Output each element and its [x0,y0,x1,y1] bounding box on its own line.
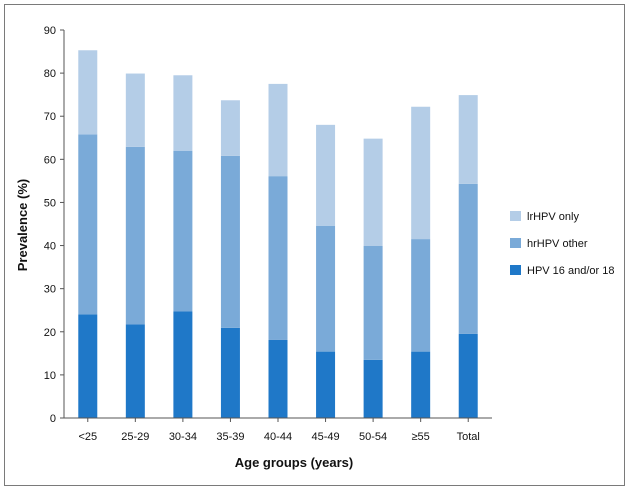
bar-segment-25-29-1 [125,146,145,325]
bar-segment-50-54-2 [363,138,383,246]
bar-segment-25-29-2 [125,73,145,147]
bar-segment-45-49-0 [316,351,336,418]
y-axis-title: Prevalence (%) [15,179,30,272]
bar-segment-30-34-0 [173,311,193,418]
bar-segment-≥55-0 [411,351,431,418]
x-tick-label: Total [457,431,480,443]
y-tick-label: 90 [44,25,56,37]
chart-frame [4,4,625,486]
bar-segment-45-49-2 [316,124,336,226]
y-tick-label: 40 [44,241,56,253]
bar-segment-40-44-1 [268,176,288,340]
bar-segment-<25-0 [78,314,98,418]
y-tick-label: 70 [44,111,56,123]
bar-segment-45-49-1 [316,225,336,352]
y-tick-label: 30 [44,284,56,296]
bar-segment-35-39-2 [220,100,240,156]
bar-segment-30-34-1 [173,150,193,312]
legend-swatch [510,238,521,248]
x-tick-label: 40-44 [264,431,292,443]
bars-layer [78,50,478,418]
x-tick-label: 50-54 [359,431,387,443]
bar-segment-Total-1 [458,183,478,334]
x-tick-label: <25 [78,431,97,443]
bar-segment-50-54-0 [363,359,383,418]
legend-swatch [510,211,521,221]
legend-label: lrHPV only [527,211,579,223]
x-tick-label: 35-39 [216,431,244,443]
bar-segment-25-29-0 [125,324,145,418]
legend-swatch [510,265,521,275]
bar-segment-<25-1 [78,134,98,315]
bar-segment-50-54-1 [363,245,383,360]
axes-layer: <25 25-29 30-34 35-39 40-44 45-49 50-54 ≥55 Tota… [44,25,492,443]
y-tick-label: 80 [44,68,56,80]
legend-label: HPV 16 and/or 18 [527,265,614,277]
bar-segment-35-39-1 [220,155,240,328]
bar-segment-30-34-2 [173,75,193,151]
y-tick-label: 10 [44,370,56,382]
bar-segment-≥55-2 [411,106,431,240]
y-tick-label: 20 [44,327,56,339]
bar-segment-≥55-1 [411,239,431,352]
x-tick-label: 25-29 [121,431,149,443]
x-axis-title: Age groups (years) [235,455,353,470]
x-tick-label: 30-34 [169,431,197,443]
x-tick-label: 45-49 [311,431,339,443]
y-tick-label: 60 [44,154,56,166]
bar-segment-Total-0 [458,333,478,418]
legend: lrHPV only hrHPV other HPV 16 and/or 18 [510,211,614,277]
y-tick-label: 50 [44,197,56,209]
bar-segment-40-44-2 [268,83,288,177]
x-tick-label: ≥55 [412,431,430,443]
bar-segment-Total-2 [458,95,478,184]
bar-segment-40-44-0 [268,339,288,418]
bar-segment-<25-2 [78,50,98,135]
legend-label: hrHPV other [527,238,588,250]
bar-segment-35-39-0 [220,327,240,418]
y-tick-label: 0 [50,413,56,425]
